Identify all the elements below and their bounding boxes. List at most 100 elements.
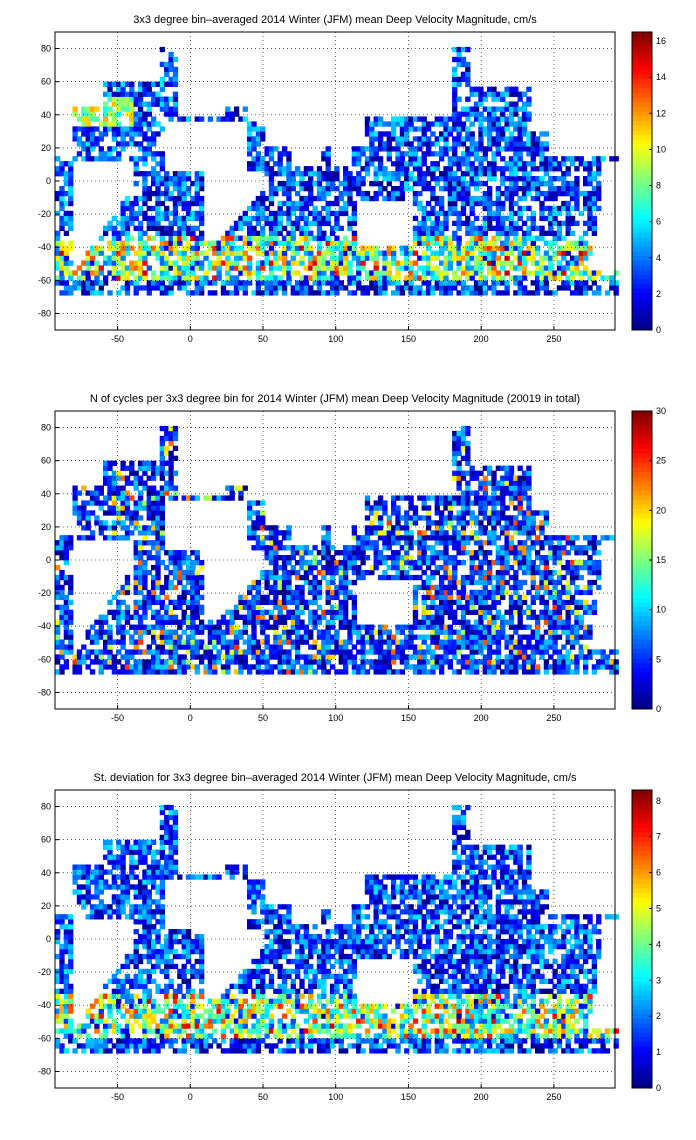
heatmap-cell [264, 555, 270, 561]
heatmap-cell [177, 225, 183, 231]
heatmap-cell [430, 664, 436, 670]
heatmap-cell [404, 166, 410, 172]
heatmap-cell [142, 649, 148, 655]
heatmap-cell [347, 560, 353, 566]
heatmap-cell [452, 111, 458, 117]
heatmap-cell [447, 171, 454, 177]
heatmap-cell [172, 56, 179, 63]
heatmap-cell [168, 210, 174, 217]
heatmap-cell [303, 166, 310, 172]
panel-1: 3x3 degree bin–averaged 2014 Winter (JFM… [38, 14, 666, 344]
heatmap-cell [399, 245, 406, 251]
heatmap-cell [561, 250, 567, 256]
heatmap-cell [242, 285, 248, 291]
heatmap-cell [194, 664, 200, 670]
heatmap-cell [142, 505, 148, 511]
heatmap-cell [194, 260, 200, 266]
heatmap-cell [443, 584, 449, 591]
heatmap-cell [155, 96, 161, 102]
heatmap-cell [238, 116, 244, 122]
heatmap-cell [417, 649, 423, 655]
heatmap-cell [500, 265, 506, 271]
heatmap-cell [277, 649, 283, 655]
heatmap-cell [473, 589, 480, 596]
heatmap-cell [172, 96, 179, 102]
heatmap-cell [72, 126, 78, 132]
heatmap-cell [504, 250, 510, 256]
heatmap-cell [146, 649, 152, 655]
heatmap-cell [517, 240, 523, 246]
heatmap-cell [356, 569, 362, 576]
heatmap-cell [316, 166, 323, 172]
heatmap-cell [421, 205, 427, 212]
heatmap-cell [491, 285, 497, 291]
heatmap-cell [469, 285, 475, 291]
heatmap-cell [142, 270, 148, 276]
heatmap-cell [569, 205, 576, 212]
heatmap-cell [404, 545, 410, 551]
heatmap-cell [456, 659, 462, 665]
heatmap-cell [286, 545, 292, 551]
heatmap-cell [578, 235, 584, 241]
heatmap-cell [530, 245, 536, 251]
heatmap-cell [151, 101, 157, 107]
heatmap-cell [151, 96, 157, 102]
heatmap-cell [569, 195, 576, 202]
heatmap-cell [264, 161, 270, 167]
heatmap-cell [456, 545, 462, 551]
heatmap-cell [343, 200, 349, 207]
heatmap-cell [452, 530, 458, 536]
colorbar-segment [632, 306, 652, 312]
colorbar-segment [632, 311, 652, 317]
heatmap-cell [185, 664, 192, 670]
heatmap-cell [561, 156, 567, 162]
heatmap-cell [68, 166, 74, 172]
heatmap-cell [382, 270, 388, 276]
heatmap-cell [421, 530, 427, 536]
heatmap-cell [565, 166, 571, 172]
heatmap-cell [203, 624, 209, 630]
heatmap-cell [76, 280, 83, 286]
heatmap-cell [124, 265, 131, 271]
heatmap-cell [583, 250, 589, 256]
heatmap-cell [146, 215, 152, 222]
heatmap-cell [146, 490, 152, 496]
heatmap-cell [343, 190, 349, 197]
heatmap-cell [377, 250, 384, 256]
heatmap-cell [159, 545, 166, 551]
heatmap-cell [600, 156, 606, 162]
heatmap-cell [107, 121, 113, 127]
heatmap-cell [85, 634, 91, 640]
heatmap-cell [185, 589, 192, 596]
heatmap-cell [277, 540, 283, 546]
heatmap-cell [59, 200, 65, 207]
heatmap-cell [268, 270, 275, 276]
heatmap-cell [286, 530, 292, 536]
heatmap-cell [478, 156, 484, 162]
heatmap-cell [155, 255, 161, 261]
heatmap-cell [530, 136, 536, 142]
heatmap-cell [517, 205, 523, 212]
heatmap-cell [76, 659, 83, 665]
heatmap-cell [417, 181, 423, 187]
heatmap-cell [55, 166, 61, 172]
heatmap-cell [404, 245, 410, 251]
heatmap-cell [107, 460, 113, 466]
heatmap-cell [59, 574, 65, 581]
heatmap-cell [395, 195, 401, 202]
heatmap-cell [286, 151, 292, 157]
heatmap-cell [264, 151, 270, 157]
heatmap-cell [225, 245, 231, 251]
heatmap-cell [369, 510, 375, 516]
heatmap-cell [596, 195, 602, 202]
heatmap-cell [430, 495, 436, 501]
heatmap-cell [273, 240, 279, 246]
heatmap-cell [377, 270, 384, 276]
heatmap-cell [199, 171, 205, 177]
heatmap-cell [55, 619, 61, 625]
heatmap-cell [465, 480, 471, 486]
heatmap-cell [264, 275, 270, 281]
heatmap-cell [513, 275, 519, 281]
heatmap-cell [526, 215, 532, 222]
heatmap-cell [434, 634, 440, 640]
